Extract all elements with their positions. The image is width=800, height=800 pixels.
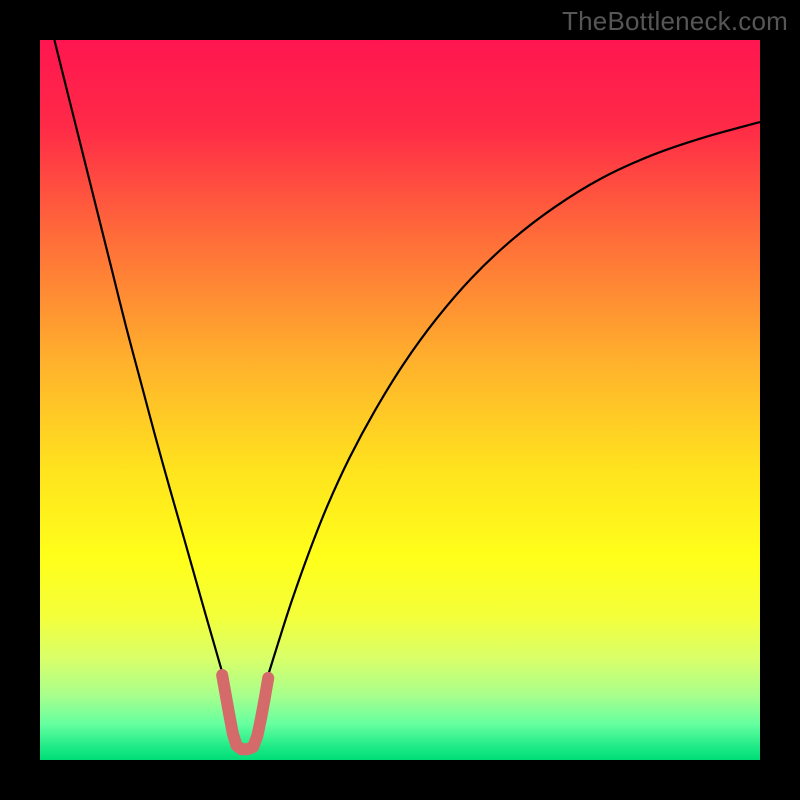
curve-left xyxy=(54,40,223,677)
curve-right xyxy=(267,122,760,679)
bottleneck-curves xyxy=(40,40,760,760)
chart-container: TheBottleneck.com xyxy=(0,0,800,800)
watermark-text: TheBottleneck.com xyxy=(562,6,788,37)
plot-area xyxy=(40,40,760,760)
valley-highlight xyxy=(222,675,268,749)
